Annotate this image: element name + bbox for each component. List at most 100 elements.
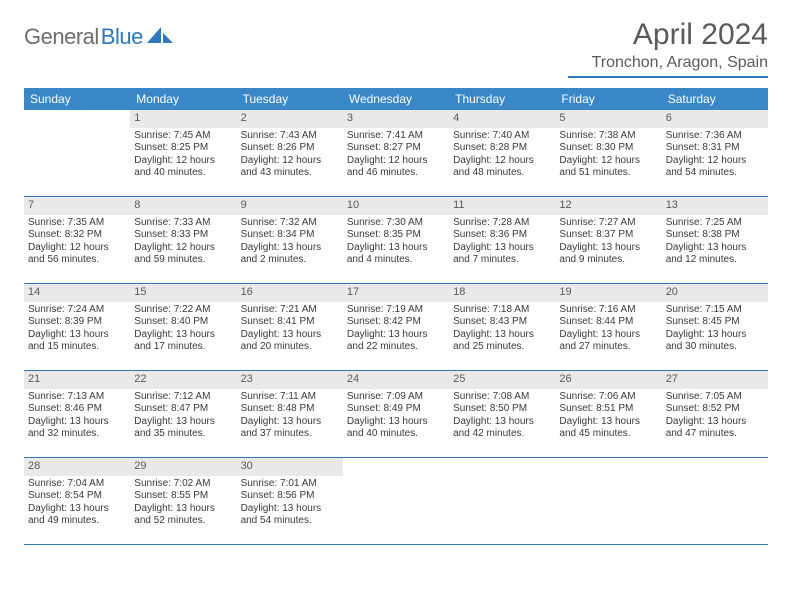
- day-number: 2: [241, 112, 247, 124]
- daylight-line-2: and 22 minutes.: [347, 341, 445, 354]
- weekday-header-row: SundayMondayTuesdayWednesdayThursdayFrid…: [24, 88, 768, 110]
- daylight-line-1: Daylight: 13 hours: [241, 242, 339, 255]
- day-number-row: 29: [130, 458, 236, 476]
- daylight-line-1: Daylight: 13 hours: [134, 503, 232, 516]
- day-number: 3: [347, 112, 353, 124]
- daylight-line-1: Daylight: 13 hours: [28, 503, 126, 516]
- daylight-line-1: Daylight: 13 hours: [134, 416, 232, 429]
- weekday-header: Monday: [130, 88, 236, 110]
- daylight-line-2: and 7 minutes.: [453, 254, 551, 267]
- sunrise-line: Sunrise: 7:38 AM: [559, 130, 657, 143]
- daylight-line-2: and 45 minutes.: [559, 428, 657, 441]
- sunrise-line: Sunrise: 7:35 AM: [28, 217, 126, 230]
- sunset-line: Sunset: 8:28 PM: [453, 142, 551, 155]
- sunset-line: Sunset: 8:30 PM: [559, 142, 657, 155]
- sunset-line: Sunset: 8:37 PM: [559, 229, 657, 242]
- day-number-row: 22: [130, 371, 236, 389]
- calendar-day: 8Sunrise: 7:33 AMSunset: 8:33 PMDaylight…: [130, 197, 236, 283]
- calendar-day: 18Sunrise: 7:18 AMSunset: 8:43 PMDayligh…: [449, 284, 555, 370]
- sunrise-line: Sunrise: 7:25 AM: [666, 217, 764, 230]
- daylight-line-2: and 54 minutes.: [666, 167, 764, 180]
- sunset-line: Sunset: 8:55 PM: [134, 490, 232, 503]
- daylight-line-2: and 37 minutes.: [241, 428, 339, 441]
- logo: GeneralBlue: [24, 24, 173, 50]
- sunrise-line: Sunrise: 7:22 AM: [134, 304, 232, 317]
- day-number: 29: [134, 460, 146, 472]
- day-number: 9: [241, 199, 247, 211]
- day-number: 27: [666, 373, 678, 385]
- sunrise-line: Sunrise: 7:43 AM: [241, 130, 339, 143]
- daylight-line-1: Daylight: 13 hours: [347, 242, 445, 255]
- calendar-day: 14Sunrise: 7:24 AMSunset: 8:39 PMDayligh…: [24, 284, 130, 370]
- calendar-day: [662, 458, 768, 544]
- day-number-row: 2: [237, 110, 343, 128]
- day-number: 1: [134, 112, 140, 124]
- calendar-day: 10Sunrise: 7:30 AMSunset: 8:35 PMDayligh…: [343, 197, 449, 283]
- sunset-line: Sunset: 8:56 PM: [241, 490, 339, 503]
- day-number-row: 27: [662, 371, 768, 389]
- day-number: 24: [347, 373, 359, 385]
- calendar-week: 14Sunrise: 7:24 AMSunset: 8:39 PMDayligh…: [24, 284, 768, 371]
- calendar-day: 16Sunrise: 7:21 AMSunset: 8:41 PMDayligh…: [237, 284, 343, 370]
- sunset-line: Sunset: 8:31 PM: [666, 142, 764, 155]
- sunset-line: Sunset: 8:32 PM: [28, 229, 126, 242]
- day-number-row: 28: [24, 458, 130, 476]
- day-number: 21: [28, 373, 40, 385]
- daylight-line-2: and 32 minutes.: [28, 428, 126, 441]
- calendar-day: 2Sunrise: 7:43 AMSunset: 8:26 PMDaylight…: [237, 110, 343, 196]
- sunrise-line: Sunrise: 7:06 AM: [559, 391, 657, 404]
- sunset-line: Sunset: 8:50 PM: [453, 403, 551, 416]
- day-number-row: 10: [343, 197, 449, 215]
- sunrise-line: Sunrise: 7:08 AM: [453, 391, 551, 404]
- day-number-row: 8: [130, 197, 236, 215]
- daylight-line-1: Daylight: 13 hours: [347, 329, 445, 342]
- day-number-row: 6: [662, 110, 768, 128]
- calendar-day: [24, 110, 130, 196]
- calendar-day: 4Sunrise: 7:40 AMSunset: 8:28 PMDaylight…: [449, 110, 555, 196]
- calendar-day: 9 Sunrise: 7:32 AMSunset: 8:34 PMDaylight…: [237, 197, 343, 283]
- calendar-day: 29Sunrise: 7:02 AMSunset: 8:55 PMDayligh…: [130, 458, 236, 544]
- calendar-day: 26Sunrise: 7:06 AMSunset: 8:51 PMDayligh…: [555, 371, 661, 457]
- daylight-line-2: and 54 minutes.: [241, 515, 339, 528]
- daylight-line-1: Daylight: 13 hours: [666, 242, 764, 255]
- weekday-header: Friday: [555, 88, 661, 110]
- logo-text-blue: Blue: [101, 24, 143, 50]
- sunset-line: Sunset: 8:40 PM: [134, 316, 232, 329]
- sunrise-line: Sunrise: 7:32 AM: [241, 217, 339, 230]
- day-number-row: 20: [662, 284, 768, 302]
- daylight-line-2: and 25 minutes.: [453, 341, 551, 354]
- daylight-line-2: and 2 minutes.: [241, 254, 339, 267]
- day-number-row: 13: [662, 197, 768, 215]
- sunrise-line: Sunrise: 7:12 AM: [134, 391, 232, 404]
- sunrise-line: Sunrise: 7:36 AM: [666, 130, 764, 143]
- day-number: 15: [134, 286, 146, 298]
- sunrise-line: Sunrise: 7:11 AM: [241, 391, 339, 404]
- day-number: 20: [666, 286, 678, 298]
- daylight-line-1: Daylight: 13 hours: [347, 416, 445, 429]
- daylight-line-2: and 17 minutes.: [134, 341, 232, 354]
- day-number: 19: [559, 286, 571, 298]
- day-number-row: 15: [130, 284, 236, 302]
- sunset-line: Sunset: 8:34 PM: [241, 229, 339, 242]
- day-number-row: 24: [343, 371, 449, 389]
- day-number: 13: [666, 199, 678, 211]
- daylight-line-2: and 59 minutes.: [134, 254, 232, 267]
- logo-text-general: General: [24, 24, 99, 50]
- day-number: 17: [347, 286, 359, 298]
- daylight-line-2: and 48 minutes.: [453, 167, 551, 180]
- day-number-row: 19: [555, 284, 661, 302]
- sunrise-line: Sunrise: 7:15 AM: [666, 304, 764, 317]
- calendar-day: 27Sunrise: 7:05 AMSunset: 8:52 PMDayligh…: [662, 371, 768, 457]
- daylight-line-1: Daylight: 13 hours: [666, 329, 764, 342]
- sunset-line: Sunset: 8:51 PM: [559, 403, 657, 416]
- sunset-line: Sunset: 8:39 PM: [28, 316, 126, 329]
- daylight-line-2: and 4 minutes.: [347, 254, 445, 267]
- daylight-line-1: Daylight: 12 hours: [347, 155, 445, 168]
- daylight-line-1: Daylight: 13 hours: [559, 329, 657, 342]
- weekday-header: Thursday: [449, 88, 555, 110]
- day-number-row: 11: [449, 197, 555, 215]
- sunrise-line: Sunrise: 7:19 AM: [347, 304, 445, 317]
- sunset-line: Sunset: 8:43 PM: [453, 316, 551, 329]
- sunrise-line: Sunrise: 7:41 AM: [347, 130, 445, 143]
- sunrise-line: Sunrise: 7:45 AM: [134, 130, 232, 143]
